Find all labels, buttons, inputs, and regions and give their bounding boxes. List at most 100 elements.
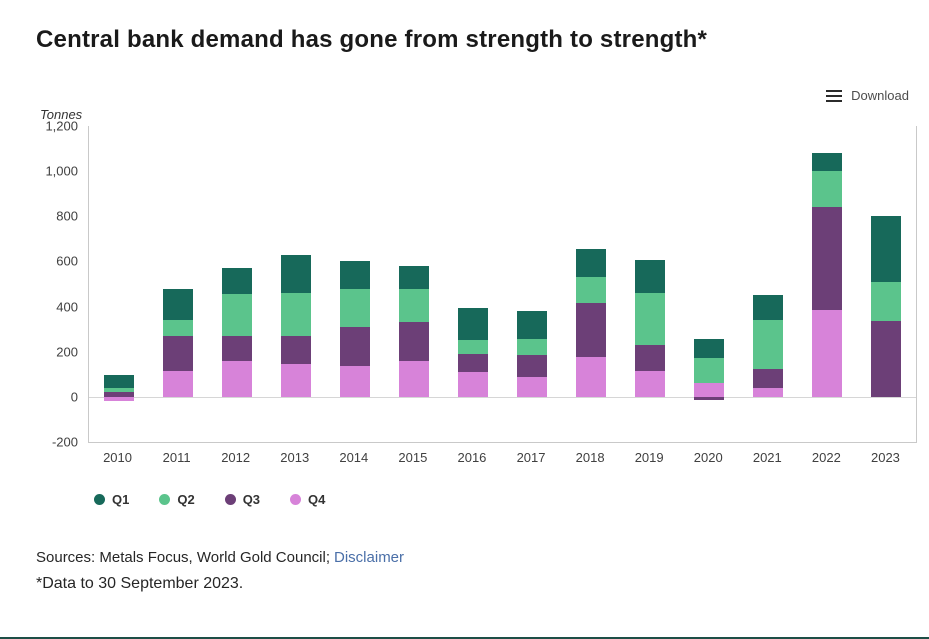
bar-segment-q2-2011[interactable] bbox=[162, 320, 193, 336]
bar-segment-q2-2016[interactable] bbox=[457, 340, 488, 354]
bar-segment-q4-2015[interactable] bbox=[398, 360, 429, 397]
bar-segment-q3-2016[interactable] bbox=[457, 353, 488, 373]
bar-segment-q4-2017[interactable] bbox=[517, 376, 548, 397]
plot-area bbox=[88, 126, 917, 443]
x-axis: 2010 2011 2012 2013 2014 2015 2016 2017 2018 2019… bbox=[88, 450, 917, 468]
x-tick-label: 2020 bbox=[693, 450, 723, 465]
bar-segment-q2-2015[interactable] bbox=[398, 288, 429, 323]
bar-segment-q3-2012[interactable] bbox=[221, 335, 252, 361]
legend-label: Q2 bbox=[177, 492, 195, 507]
bar-segment-q4-2012[interactable] bbox=[221, 360, 252, 397]
legend-item-q3[interactable]: Q3 bbox=[224, 492, 261, 507]
bar-segment-q4-2016[interactable] bbox=[457, 372, 488, 397]
bar-segment-q4-2018[interactable] bbox=[576, 357, 607, 397]
bar-segment-q4-2011[interactable] bbox=[162, 370, 193, 397]
bar-segment-q1-2011[interactable] bbox=[162, 288, 193, 321]
menu-icon bbox=[826, 89, 843, 102]
bar-segment-q1-2021[interactable] bbox=[753, 295, 784, 321]
bar-segment-q2-2012[interactable] bbox=[221, 294, 252, 336]
x-tick-label: 2014 bbox=[339, 450, 369, 465]
bar-segment-q1-2016[interactable] bbox=[457, 307, 488, 341]
zero-gridline bbox=[89, 396, 916, 398]
bar-segment-q3-2020[interactable] bbox=[694, 396, 725, 401]
bar-segment-q1-2017[interactable] bbox=[517, 311, 548, 340]
y-axis: 1,200 1,000 800 600 400 200 0 -200 bbox=[36, 119, 88, 450]
bar-segment-q4-2021[interactable] bbox=[753, 387, 784, 397]
bar-segment-q3-2018[interactable] bbox=[576, 303, 607, 358]
sources-text: Sources: Metals Focus, World Gold Counci… bbox=[36, 549, 331, 566]
legend-dot-icon bbox=[159, 494, 171, 505]
bottom-divider bbox=[0, 637, 929, 639]
bar-segment-q1-2010[interactable] bbox=[103, 375, 134, 388]
bar-segment-q4-2013[interactable] bbox=[280, 364, 311, 397]
bar-segment-q3-2017[interactable] bbox=[517, 355, 548, 377]
bar-segment-q4-2010[interactable] bbox=[103, 396, 134, 402]
x-tick-label: 2011 bbox=[162, 450, 191, 465]
bar-segment-q4-2020[interactable] bbox=[694, 383, 725, 397]
bar-segment-q2-2014[interactable] bbox=[339, 288, 370, 327]
chart-row: 1,200 1,000 800 600 400 200 0 -200 bbox=[36, 119, 917, 450]
disclaimer-link[interactable]: Disclaimer bbox=[334, 549, 405, 566]
y-tick-label: 800 bbox=[56, 208, 78, 224]
y-tick-label: 600 bbox=[56, 253, 78, 269]
y-axis-title: Tonnes bbox=[40, 107, 83, 122]
bar-segment-q2-2019[interactable] bbox=[635, 293, 666, 345]
bar-segment-q1-2018[interactable] bbox=[576, 249, 607, 278]
y-tick-label: 200 bbox=[56, 344, 78, 360]
bar-segment-q4-2022[interactable] bbox=[812, 309, 843, 397]
y-tick-label: 1,200 bbox=[45, 118, 78, 134]
x-tick-label: 2023 bbox=[870, 450, 900, 465]
x-tick-label: 2013 bbox=[280, 450, 310, 465]
bar-segment-q2-2023[interactable] bbox=[871, 281, 902, 322]
download-label: Download bbox=[851, 88, 909, 103]
legend-item-q4[interactable]: Q4 bbox=[290, 492, 325, 507]
y-tick-label: 1,000 bbox=[45, 163, 78, 179]
bar-segment-q3-2010[interactable] bbox=[103, 392, 134, 397]
x-tick-label: 2016 bbox=[457, 450, 487, 465]
bar-segment-q1-2012[interactable] bbox=[221, 268, 252, 295]
bar-segment-q4-2014[interactable] bbox=[339, 366, 370, 397]
legend-item-q1[interactable]: Q1 bbox=[94, 492, 129, 507]
bar-segment-q1-2022[interactable] bbox=[812, 153, 843, 172]
sources-line: Sources: Metals Focus, World Gold Counci… bbox=[36, 549, 917, 566]
bar-segment-q2-2010[interactable] bbox=[103, 387, 134, 393]
x-tick-label: 2022 bbox=[811, 450, 841, 465]
bar-segment-q2-2022[interactable] bbox=[812, 171, 843, 208]
legend-label: Q1 bbox=[112, 492, 130, 507]
bar-segment-q3-2011[interactable] bbox=[162, 335, 193, 371]
bar-segment-q1-2014[interactable] bbox=[339, 261, 370, 289]
bar-segment-q3-2023[interactable] bbox=[871, 321, 902, 397]
x-tick-label: 2019 bbox=[634, 450, 664, 465]
bar-segment-q3-2019[interactable] bbox=[635, 344, 666, 371]
bar-segment-q4-2019[interactable] bbox=[635, 370, 666, 397]
bar-segment-q1-2013[interactable] bbox=[280, 254, 311, 294]
legend: Q1 Q2 Q3 Q4 bbox=[94, 492, 917, 507]
bar-segment-q1-2023[interactable] bbox=[871, 216, 902, 282]
footnote: *Data to 30 September 2023. bbox=[36, 575, 244, 592]
footer: Sources: Metals Focus, World Gold Counci… bbox=[36, 549, 917, 593]
bar-segment-q1-2020[interactable] bbox=[694, 339, 725, 359]
legend-label: Q4 bbox=[308, 492, 326, 507]
legend-dot-icon bbox=[224, 494, 236, 505]
menu-icon-bar bbox=[826, 94, 843, 97]
x-tick-label: 2015 bbox=[398, 450, 428, 465]
bar-segment-q2-2018[interactable] bbox=[576, 277, 607, 304]
bar-segment-q3-2021[interactable] bbox=[753, 368, 784, 388]
legend-dot-icon bbox=[290, 494, 302, 505]
bar-segment-q3-2015[interactable] bbox=[398, 322, 429, 361]
bar-segment-q2-2013[interactable] bbox=[280, 293, 311, 336]
bar-segment-q3-2013[interactable] bbox=[280, 335, 311, 365]
bar-segment-q1-2019[interactable] bbox=[635, 260, 666, 294]
legend-item-q2[interactable]: Q2 bbox=[159, 492, 195, 507]
y-tick-label: 400 bbox=[56, 299, 78, 315]
bar-segment-q3-2022[interactable] bbox=[812, 207, 843, 310]
legend-dot-icon bbox=[94, 494, 105, 505]
bar-segment-q1-2015[interactable] bbox=[398, 265, 429, 289]
legend-label: Q3 bbox=[242, 492, 261, 507]
bar-segment-q2-2017[interactable] bbox=[517, 339, 548, 356]
chart: Tonnes 1,200 1,000 800 600 400 200 0 -200 2010 2… bbox=[36, 107, 917, 507]
download-button[interactable]: Download bbox=[824, 86, 911, 105]
bar-segment-q2-2020[interactable] bbox=[694, 358, 725, 384]
bar-segment-q2-2021[interactable] bbox=[753, 320, 784, 369]
bar-segment-q3-2014[interactable] bbox=[339, 326, 370, 367]
